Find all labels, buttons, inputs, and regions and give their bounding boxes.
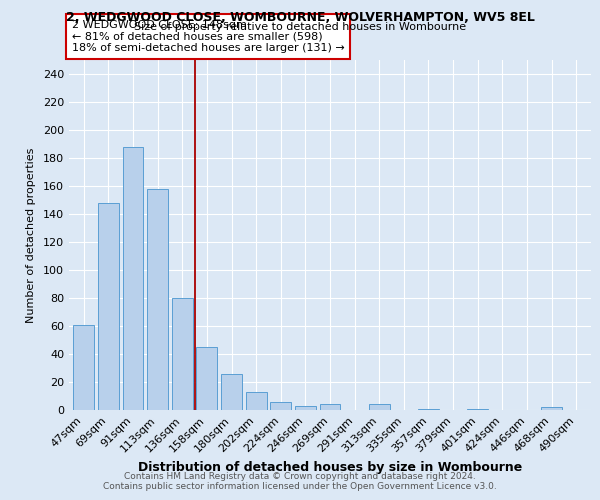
Bar	[467, 408, 488, 410]
Bar	[221, 374, 242, 410]
Bar	[295, 406, 316, 410]
Text: Size of property relative to detached houses in Wombourne: Size of property relative to detached ho…	[134, 22, 466, 32]
Bar	[196, 347, 217, 410]
Bar	[320, 404, 340, 410]
Bar	[541, 407, 562, 410]
Bar	[418, 408, 439, 410]
Bar	[270, 402, 291, 410]
Bar	[122, 147, 143, 410]
Bar	[98, 203, 119, 410]
X-axis label: Distribution of detached houses by size in Wombourne: Distribution of detached houses by size …	[138, 461, 522, 474]
Y-axis label: Number of detached properties: Number of detached properties	[26, 148, 36, 322]
Text: Contains HM Land Registry data © Crown copyright and database right 2024.
Contai: Contains HM Land Registry data © Crown c…	[103, 472, 497, 491]
Text: 2 WEDGWOOD CLOSE: 148sqm
← 81% of detached houses are smaller (598)
18% of semi-: 2 WEDGWOOD CLOSE: 148sqm ← 81% of detach…	[71, 20, 344, 53]
Text: 2, WEDGWOOD CLOSE, WOMBOURNE, WOLVERHAMPTON, WV5 8EL: 2, WEDGWOOD CLOSE, WOMBOURNE, WOLVERHAMP…	[65, 11, 535, 24]
Bar	[369, 404, 390, 410]
Bar	[73, 324, 94, 410]
Bar	[245, 392, 266, 410]
Bar	[147, 189, 168, 410]
Bar	[172, 298, 193, 410]
